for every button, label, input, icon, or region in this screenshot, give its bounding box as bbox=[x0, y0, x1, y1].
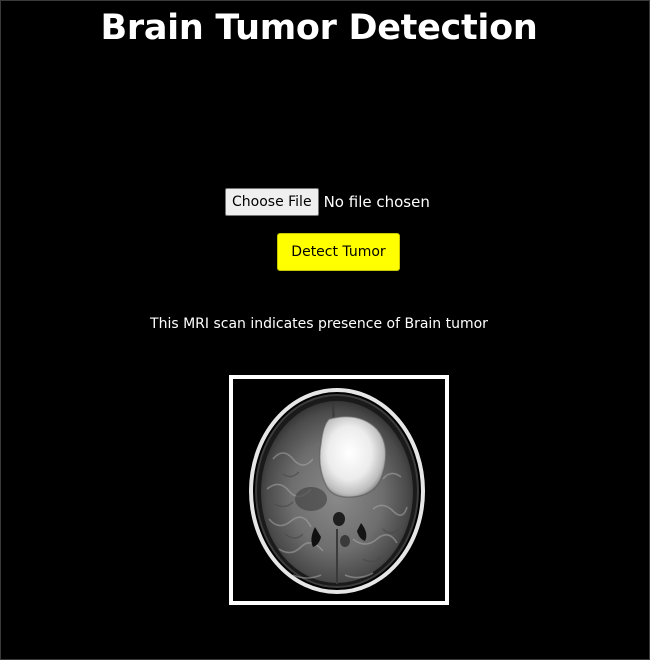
page-title: Brain Tumor Detection bbox=[100, 8, 538, 48]
detect-tumor-button[interactable]: Detect Tumor bbox=[277, 233, 400, 271]
mri-scan-image bbox=[229, 375, 449, 605]
choose-file-button[interactable]: Choose File bbox=[225, 188, 319, 216]
result-message: This MRI scan indicates presence of Brai… bbox=[150, 316, 488, 332]
file-status-text: No file chosen bbox=[323, 193, 430, 211]
mri-scan-illustration bbox=[233, 379, 445, 601]
file-upload-control[interactable]: Choose File No file chosen bbox=[225, 188, 430, 216]
